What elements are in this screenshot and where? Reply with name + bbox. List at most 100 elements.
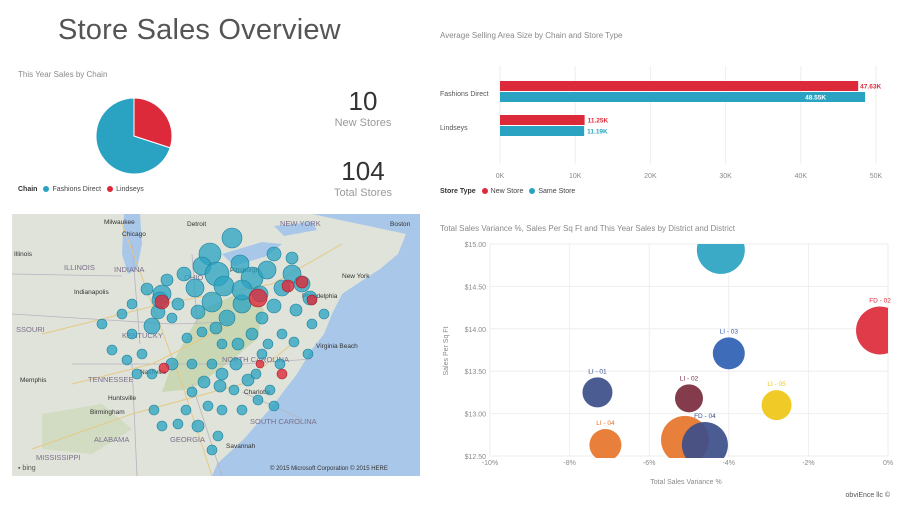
- map-store-bubble[interactable]: [212, 430, 224, 442]
- map-store-bubble[interactable]: [186, 386, 198, 398]
- map-store-bubble[interactable]: [156, 420, 168, 432]
- bar-chart[interactable]: 0K 10K 20K 30K 40K 50K Fashions Direct 47.63K 4…: [436, 46, 886, 186]
- map-store-bubble[interactable]: [146, 368, 158, 380]
- scatter-bubble[interactable]: [856, 306, 896, 355]
- map-store-bubble[interactable]: [288, 336, 300, 348]
- map-store-bubble[interactable]: [131, 368, 143, 380]
- map-store-bubble[interactable]: [140, 282, 154, 296]
- map-store-bubble[interactable]: [143, 317, 161, 335]
- map-store-bubble[interactable]: [256, 348, 268, 360]
- map-store-bubble[interactable]: [172, 418, 184, 430]
- map-store-bubble[interactable]: [185, 278, 205, 298]
- map-store-bubble[interactable]: [209, 321, 223, 335]
- map-store-bubble[interactable]: [190, 304, 206, 320]
- map-store-bubble[interactable]: [245, 327, 259, 341]
- map-store-bubble[interactable]: [215, 367, 229, 381]
- map-store-bubble[interactable]: [216, 404, 228, 416]
- map-new-store-bubble[interactable]: [158, 362, 170, 374]
- bar-legend-item-new-store[interactable]: New Store: [481, 188, 523, 195]
- map-store-bubble[interactable]: [264, 384, 276, 396]
- map-new-store-bubble[interactable]: [154, 294, 170, 310]
- map-store-bubble[interactable]: [241, 373, 255, 387]
- map-store-bubble[interactable]: [230, 254, 250, 274]
- map-store-bubble[interactable]: [213, 379, 227, 393]
- scatter-bubble[interactable]: [761, 390, 792, 421]
- map-store-bubble[interactable]: [306, 318, 318, 330]
- bar-x-tick: 10K: [569, 173, 582, 180]
- bar-legend-item-same-store[interactable]: Same Store: [529, 188, 575, 195]
- map-store-bubble[interactable]: [231, 337, 245, 351]
- map-store-bubble[interactable]: [266, 246, 282, 262]
- scatter-bubble[interactable]: [712, 337, 745, 370]
- map-store-bubble[interactable]: [171, 297, 185, 311]
- map-store-bubble[interactable]: [216, 338, 228, 350]
- store-map[interactable]: Milwaukee Detroit NEW YORK Boston Chicago Ill…: [12, 214, 420, 476]
- map-store-bubble[interactable]: [176, 266, 192, 282]
- map-new-store-bubble[interactable]: [255, 359, 265, 369]
- map-store-bubble[interactable]: [202, 400, 214, 412]
- map-store-bubble[interactable]: [228, 384, 240, 396]
- scatter-chart[interactable]: $15.00 $14.50 $14.00 $13.50 $13.00 $12.50-10%…: [436, 236, 896, 490]
- pie-legend-item-fashions-direct[interactable]: Fashions Direct: [43, 186, 101, 193]
- map-store-bubble[interactable]: [181, 332, 193, 344]
- map-store-bubble[interactable]: [148, 404, 160, 416]
- map-store-bubble[interactable]: [250, 368, 262, 380]
- map-store-bubble[interactable]: [126, 328, 138, 340]
- map-new-store-bubble[interactable]: [281, 279, 295, 293]
- map-store-bubble[interactable]: [206, 358, 218, 370]
- scatter-bubble[interactable]: [681, 421, 728, 468]
- pie-slice-fashions-direct[interactable]: [95, 97, 171, 175]
- map-store-bubble[interactable]: [274, 358, 286, 370]
- scatter-bubble[interactable]: [696, 236, 745, 274]
- bar-new-store[interactable]: [500, 81, 859, 91]
- map-store-bubble[interactable]: [126, 298, 138, 310]
- map-store-bubble[interactable]: [262, 338, 274, 350]
- kpi-total-stores[interactable]: 104 Total Stores: [308, 156, 418, 199]
- map-store-bubble[interactable]: [266, 298, 282, 314]
- bar-same-store[interactable]: [500, 126, 585, 136]
- scatter-bubble[interactable]: [582, 377, 613, 408]
- map-store-bubble[interactable]: [160, 273, 174, 287]
- map-store-bubble[interactable]: [191, 419, 205, 433]
- scatter-bubble[interactable]: [589, 428, 622, 461]
- map-label: TENNESSEE: [88, 375, 133, 384]
- pie-chart[interactable]: [88, 90, 180, 182]
- map-store-bubble[interactable]: [236, 404, 248, 416]
- map-new-store-bubble[interactable]: [248, 288, 268, 308]
- map-store-bubble[interactable]: [218, 309, 236, 327]
- map-store-bubble[interactable]: [231, 279, 253, 301]
- map-store-bubble[interactable]: [229, 357, 243, 371]
- map-store-bubble[interactable]: [276, 328, 288, 340]
- map-store-bubble[interactable]: [255, 311, 269, 325]
- scatter-bubble[interactable]: [675, 384, 703, 413]
- map-store-bubble[interactable]: [257, 260, 277, 280]
- pie-legend-item-lindseys[interactable]: Lindseys: [107, 186, 144, 193]
- map-store-bubble[interactable]: [201, 291, 223, 313]
- map-store-bubble[interactable]: [166, 312, 178, 324]
- map-store-bubble[interactable]: [121, 354, 133, 366]
- map-store-bubble[interactable]: [285, 251, 299, 265]
- map-new-store-bubble[interactable]: [295, 275, 309, 289]
- map-store-bubble[interactable]: [252, 394, 264, 406]
- map-store-bubble[interactable]: [116, 308, 128, 320]
- map-store-bubble[interactable]: [96, 318, 108, 330]
- map-label: Indianapolis: [74, 289, 109, 296]
- map-store-bubble[interactable]: [196, 326, 208, 338]
- map-store-bubble[interactable]: [268, 400, 280, 412]
- map-store-bubble[interactable]: [289, 303, 303, 317]
- map-store-bubble[interactable]: [221, 227, 243, 249]
- pie-slice-lindseys[interactable]: [133, 97, 173, 149]
- map-store-bubble[interactable]: [180, 404, 192, 416]
- map-store-bubble[interactable]: [186, 358, 198, 370]
- map-store-bubble[interactable]: [106, 344, 118, 356]
- map-new-store-bubble[interactable]: [276, 368, 288, 380]
- map-new-store-bubble[interactable]: [306, 294, 318, 306]
- bar-same-store[interactable]: [500, 92, 866, 102]
- map-store-bubble[interactable]: [318, 308, 330, 320]
- bar-new-store[interactable]: [500, 115, 585, 125]
- map-store-bubble[interactable]: [197, 375, 211, 389]
- map-store-bubble[interactable]: [136, 348, 148, 360]
- map-store-bubble[interactable]: [206, 444, 218, 456]
- kpi-new-stores[interactable]: 10 New Stores: [308, 86, 418, 129]
- map-store-bubble[interactable]: [302, 348, 314, 360]
